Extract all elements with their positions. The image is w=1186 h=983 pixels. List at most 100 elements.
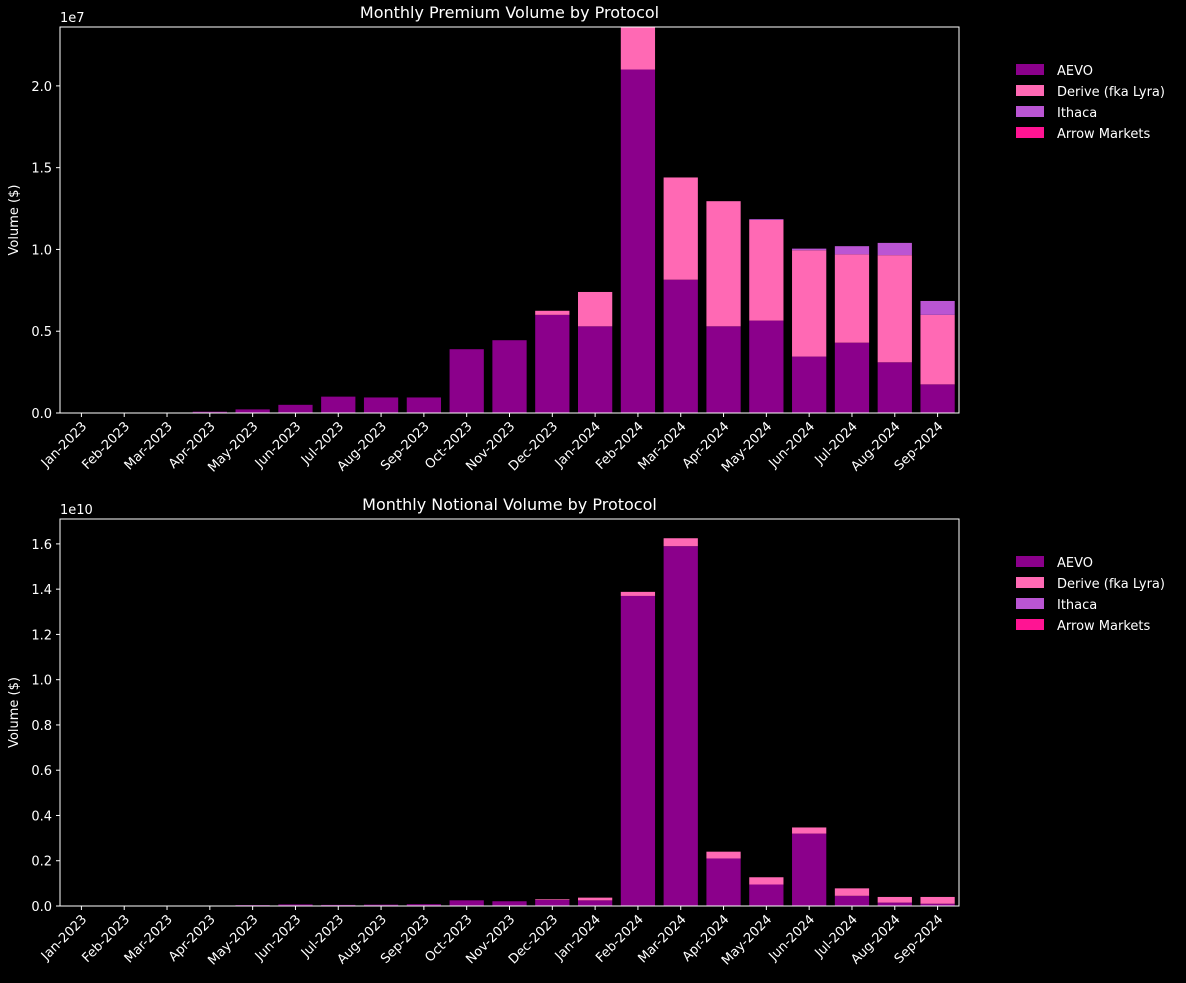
bar-aevo-sep-2023 — [406, 397, 442, 413]
bar-aevo-aug-2024 — [877, 902, 912, 906]
legend-swatch-derive-fka-lyra — [1016, 85, 1044, 96]
bar-aevo-jul-2024 — [834, 895, 870, 906]
y-tick-label: 1.2 — [31, 628, 52, 643]
chart-title: Monthly Premium Volume by Protocol — [360, 3, 659, 22]
y-tick-label: 0.0 — [31, 900, 52, 915]
chart-title: Monthly Notional Volume by Protocol — [362, 495, 657, 514]
bar-derive-fka-lyra-mar-2024 — [663, 177, 698, 280]
legend-swatch-derive-fka-lyra — [1016, 577, 1044, 588]
bar-derive-fka-lyra-dec-2023 — [535, 310, 570, 315]
bar-ithaca-jul-2024 — [834, 246, 870, 255]
bar-aevo-jun-2024 — [792, 356, 827, 413]
y-tick-label: 0.4 — [31, 809, 52, 824]
bar-aevo-jul-2023 — [321, 904, 356, 906]
bar-derive-fka-lyra-jun-2024 — [792, 827, 827, 834]
bar-derive-fka-lyra-feb-2024 — [620, 591, 656, 596]
bar-aevo-jul-2023 — [321, 396, 356, 413]
bar-aevo-jan-2024 — [578, 326, 613, 413]
y-tick-label: 0.0 — [31, 407, 52, 422]
bar-derive-fka-lyra-dec-2023 — [535, 899, 570, 900]
bar-ithaca-sep-2024 — [920, 300, 955, 315]
legend-swatch-ithaca — [1016, 598, 1044, 609]
legend-label-aevo: AEVO — [1057, 64, 1093, 79]
bar-aevo-feb-2024 — [620, 595, 656, 906]
bar-derive-fka-lyra-sep-2024 — [920, 314, 955, 385]
y-tick-label: 0.6 — [31, 764, 52, 779]
y-tick-label: 1.4 — [31, 583, 52, 598]
bar-derive-fka-lyra-may-2024 — [749, 220, 784, 321]
bar-aevo-aug-2023 — [363, 397, 399, 413]
bar-aevo-aug-2023 — [363, 904, 399, 906]
bar-aevo-mar-2024 — [663, 279, 698, 413]
bar-aevo-sep-2024 — [920, 384, 955, 413]
bar-aevo-apr-2023 — [192, 411, 227, 413]
legend-swatch-aevo — [1016, 64, 1044, 75]
bar-aevo-jul-2024 — [834, 342, 870, 413]
y-offset-label: 1e7 — [60, 11, 85, 26]
bar-aevo-nov-2023 — [492, 901, 527, 906]
legend: AEVO Derive (fka Lyra) Ithaca Arrow Markets — [1016, 556, 1165, 634]
bar-derive-fka-lyra-jan-2024 — [578, 291, 613, 327]
legend: AEVO Derive (fka Lyra) Ithaca Arrow Markets — [1016, 64, 1165, 142]
legend-label-ithaca: Ithaca — [1057, 598, 1097, 613]
bar-aevo-mar-2024 — [663, 546, 698, 906]
bar-derive-fka-lyra-feb-2024 — [620, 27, 656, 70]
legend-swatch-arrow-markets — [1016, 619, 1044, 630]
bar-derive-fka-lyra-apr-2024 — [706, 201, 741, 327]
bar-aevo-jun-2023 — [278, 404, 313, 413]
bar-aevo-may-2023 — [235, 409, 270, 413]
chart-panel-1: 0.0 0.5 1.0 1.5 2.0 1e7 Volume ($) Monthly Prem… — [7, 3, 1165, 475]
y-tick-label: 1.0 — [31, 674, 52, 689]
bar-derive-fka-lyra-aug-2024 — [877, 255, 912, 363]
bar-aevo-sep-2023 — [406, 904, 442, 906]
x-tick-label: Jun-2024 — [766, 419, 818, 471]
legend-label-arrow-markets: Arrow Markets — [1057, 619, 1150, 634]
bar-aevo-may-2024 — [749, 884, 784, 906]
y-tick-label: 1.0 — [31, 243, 52, 258]
y-tick-label: 0.8 — [31, 719, 52, 734]
bar-ithaca-may-2024 — [749, 219, 784, 220]
bar-derive-fka-lyra-jul-2024 — [834, 888, 870, 896]
bar-derive-fka-lyra-apr-2024 — [706, 851, 741, 859]
y-tick-label: 0.2 — [31, 855, 52, 870]
bar-aevo-jun-2024 — [792, 833, 827, 906]
bar-aevo-nov-2023 — [492, 340, 527, 413]
legend-label-arrow-markets: Arrow Markets — [1057, 127, 1150, 142]
y-tick-label: 2.0 — [31, 80, 52, 95]
y-tick-label: 1.5 — [31, 162, 52, 177]
x-tick-label: Jun-2024 — [766, 912, 818, 964]
bar-aevo-apr-2024 — [706, 858, 741, 906]
bar-derive-fka-lyra-jan-2024 — [578, 897, 613, 901]
bar-derive-fka-lyra-jun-2024 — [792, 250, 827, 357]
bar-derive-fka-lyra-jul-2024 — [834, 254, 870, 343]
bar-aevo-feb-2024 — [620, 69, 656, 413]
bar-aevo-dec-2023 — [535, 314, 570, 413]
y-tick-label: 1.6 — [31, 538, 52, 553]
x-tick-label: Jun-2023 — [252, 419, 304, 471]
legend-label-aevo: AEVO — [1057, 556, 1093, 571]
chart-panel-2: 0.0 0.2 0.4 0.6 0.8 1.0 1.2 1.4 1.6 1e10 Volume ($… — [7, 495, 1165, 968]
legend-label-derive-fka-lyra: Derive (fka Lyra) — [1057, 85, 1165, 100]
y-offset-label: 1e10 — [60, 503, 93, 518]
bar-aevo-sep-2024 — [920, 903, 955, 906]
legend-swatch-aevo — [1016, 556, 1044, 567]
legend-swatch-ithaca — [1016, 106, 1044, 117]
legend-label-derive-fka-lyra: Derive (fka Lyra) — [1057, 577, 1165, 592]
bar-derive-fka-lyra-sep-2024 — [920, 896, 955, 904]
bar-aevo-apr-2024 — [706, 326, 741, 413]
bar-aevo-oct-2023 — [449, 900, 484, 906]
y-tick-label: 0.5 — [31, 325, 52, 340]
bar-aevo-dec-2023 — [535, 899, 570, 906]
x-tick-label: Jun-2023 — [252, 912, 304, 964]
bar-aevo-may-2024 — [749, 320, 784, 413]
bar-aevo-jan-2024 — [578, 900, 613, 906]
bar-ithaca-aug-2024 — [877, 242, 912, 256]
y-axis-label: Volume ($) — [7, 677, 22, 748]
legend-label-ithaca: Ithaca — [1057, 106, 1097, 121]
bar-aevo-aug-2024 — [877, 362, 912, 413]
bar-derive-fka-lyra-may-2024 — [749, 877, 784, 885]
bar-derive-fka-lyra-aug-2024 — [877, 896, 912, 903]
bar-derive-fka-lyra-mar-2024 — [663, 538, 698, 547]
y-axis-label: Volume ($) — [7, 185, 22, 256]
